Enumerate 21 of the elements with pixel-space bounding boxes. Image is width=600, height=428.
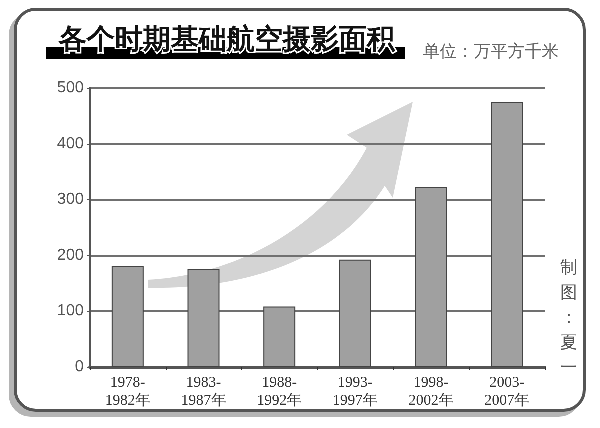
- bar: [491, 102, 524, 367]
- y-tick-label: 200: [57, 246, 84, 264]
- bar: [264, 306, 296, 367]
- x-tick-label: 1993-1997年: [332, 375, 378, 409]
- x-tick-label: 2003-2007年: [484, 375, 530, 409]
- bar: [339, 260, 372, 367]
- chart-title: 各个时期基础航空摄影面积: [58, 22, 396, 56]
- x-tick-label: 1978-1982年: [105, 375, 150, 409]
- x-tick-label: 1998-2002年: [408, 375, 454, 409]
- y-tick-label: 100: [57, 302, 84, 320]
- y-tick-label: 500: [57, 80, 84, 96]
- bar: [188, 269, 220, 367]
- bar: [415, 187, 448, 367]
- y-tick-label: 300: [57, 191, 84, 208]
- bar: [112, 266, 144, 367]
- y-tick-label: 400: [57, 135, 84, 152]
- y-tick-label: 0: [75, 358, 84, 376]
- chart-subtitle: 单位：万平方千米: [423, 42, 559, 61]
- x-tick-label: 1988-1992年: [257, 375, 302, 409]
- x-tick-label: 1983-1987年: [181, 375, 226, 409]
- text: 制图：夏一: [560, 257, 578, 380]
